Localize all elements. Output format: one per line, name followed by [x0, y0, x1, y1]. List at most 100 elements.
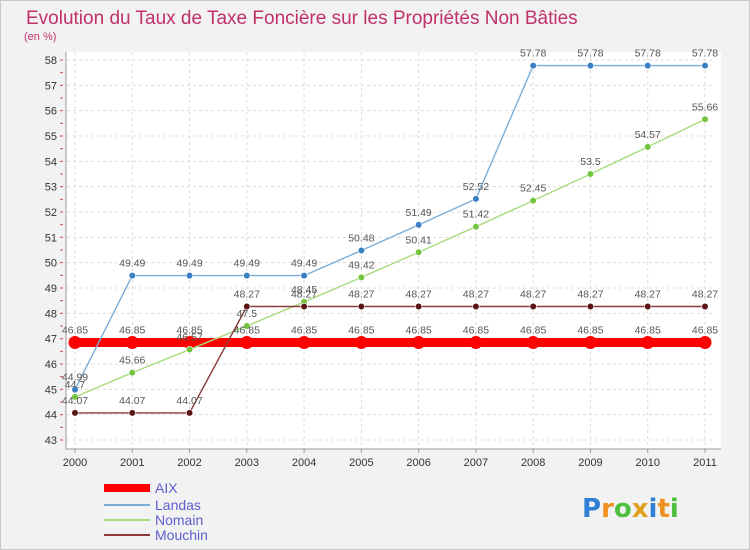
data-label-mouchin: 48.27 [291, 288, 317, 300]
y-tick-label: 49 [45, 283, 57, 295]
data-label-landas: 49.49 [119, 258, 145, 270]
data-label-mouchin: 44.07 [119, 395, 145, 407]
point-landas [300, 271, 308, 280]
data-label-aix: 46.85 [692, 324, 718, 336]
point-nomain [529, 197, 537, 205]
y-tick-label: 44 [45, 410, 57, 422]
point-mouchin [128, 409, 136, 417]
data-label-landas: 57.78 [692, 48, 718, 60]
x-tick-label: 2002 [177, 457, 201, 469]
data-label-nomain: 47.5 [237, 308, 258, 320]
data-label-landas: 49.49 [291, 258, 317, 270]
data-label-aix: 46.85 [348, 324, 374, 336]
y-tick-label: 51 [45, 232, 57, 244]
y-tick-label: 45 [45, 384, 57, 396]
data-label-aix: 46.85 [405, 324, 431, 336]
data-label-mouchin: 48.27 [692, 288, 718, 300]
y-tick-label: 57 [45, 80, 57, 92]
x-tick-label: 2006 [406, 457, 430, 469]
data-label-mouchin: 44.07 [176, 395, 202, 407]
x-tick-label: 2003 [235, 457, 259, 469]
y-tick-label: 54 [45, 156, 57, 168]
point-nomain [415, 248, 423, 256]
point-landas [472, 195, 480, 203]
point-nomain [586, 170, 595, 178]
data-label-landas: 52.52 [463, 181, 489, 193]
point-aix [583, 335, 597, 349]
data-label-aix: 46.85 [119, 324, 145, 336]
point-nomain [472, 223, 480, 231]
point-mouchin [415, 302, 423, 311]
x-tick-label: 2009 [578, 457, 602, 469]
proxiti-logo: Proxiti [582, 494, 679, 524]
series-line-landas [74, 64, 705, 390]
data-label-mouchin: 48.27 [348, 288, 374, 300]
point-landas [243, 271, 251, 280]
y-tick-label: 47 [45, 334, 57, 346]
data-label-aix: 46.85 [577, 324, 603, 336]
y-tick-label: 55 [45, 131, 57, 143]
data-label-landas: 49.49 [234, 258, 260, 270]
point-aix [183, 335, 197, 349]
x-tick-label: 2001 [120, 457, 144, 469]
data-label-nomain: 53.5 [580, 156, 601, 168]
data-label-landas: 51.49 [405, 207, 431, 219]
point-mouchin [529, 302, 537, 311]
point-mouchin [586, 302, 595, 311]
point-mouchin [701, 302, 709, 311]
axes: 43 44 45 46 47 48 49 50 51 52 53 54 55 56 57 58 2000 2001… [45, 52, 721, 469]
point-aix [412, 335, 426, 349]
point-landas [529, 61, 537, 70]
data-label-aix: 46.85 [176, 324, 202, 336]
point-nomain [243, 322, 251, 330]
plot-area [66, 52, 721, 449]
y-tick-label: 46 [45, 359, 57, 371]
data-label-nomain: 50.41 [405, 234, 431, 246]
unit-label: (en %) [24, 31, 56, 43]
point-mouchin [300, 302, 308, 311]
point-mouchin [644, 302, 652, 311]
data-label-aix: 46.85 [463, 324, 489, 336]
point-aix [125, 335, 139, 349]
series-line-nomain [74, 118, 706, 398]
x-tick-label: 2005 [349, 457, 373, 469]
data-label-aix: 46.85 [635, 324, 661, 336]
point-landas [128, 271, 136, 280]
point-landas [185, 271, 194, 280]
point-nomain [71, 393, 79, 401]
point-nomain [701, 115, 709, 123]
legend-label-mouchin: Mouchin [155, 527, 208, 543]
x-tick-label: 2011 [693, 457, 717, 469]
logo-letter: r [601, 494, 614, 524]
y-tick-label: 52 [45, 207, 57, 219]
logo-letter: P [582, 494, 601, 524]
point-landas [701, 61, 709, 70]
x-tick-label: 2004 [292, 457, 316, 469]
logo-letter: i [670, 494, 679, 524]
point-nomain [357, 273, 365, 281]
data-label-landas: 57.78 [577, 48, 603, 60]
point-landas [71, 385, 79, 394]
logo-letter: t [657, 494, 669, 524]
point-mouchin [71, 409, 79, 417]
point-aix [698, 335, 712, 349]
logo-letter: x [632, 494, 649, 524]
data-label-landas: 44.99 [62, 372, 88, 384]
x-tick-label: 2000 [63, 457, 87, 469]
y-tick-label: 50 [45, 258, 57, 270]
point-landas [415, 221, 423, 229]
point-nomain [644, 143, 652, 151]
data-label-nomain: 55.66 [692, 101, 718, 113]
series-layer [68, 61, 712, 417]
y-tick-label: 56 [45, 106, 57, 118]
point-nomain [185, 345, 194, 354]
legend-label-nomain: Nomain [155, 512, 203, 528]
x-tick-label: 2010 [635, 457, 659, 469]
point-landas [644, 61, 652, 70]
data-label-mouchin: 48.27 [520, 288, 546, 300]
data-label-nomain: 51.42 [463, 209, 489, 221]
series-line-mouchin [75, 305, 705, 414]
data-label-mouchin: 48.27 [635, 288, 661, 300]
point-aix [354, 335, 368, 349]
